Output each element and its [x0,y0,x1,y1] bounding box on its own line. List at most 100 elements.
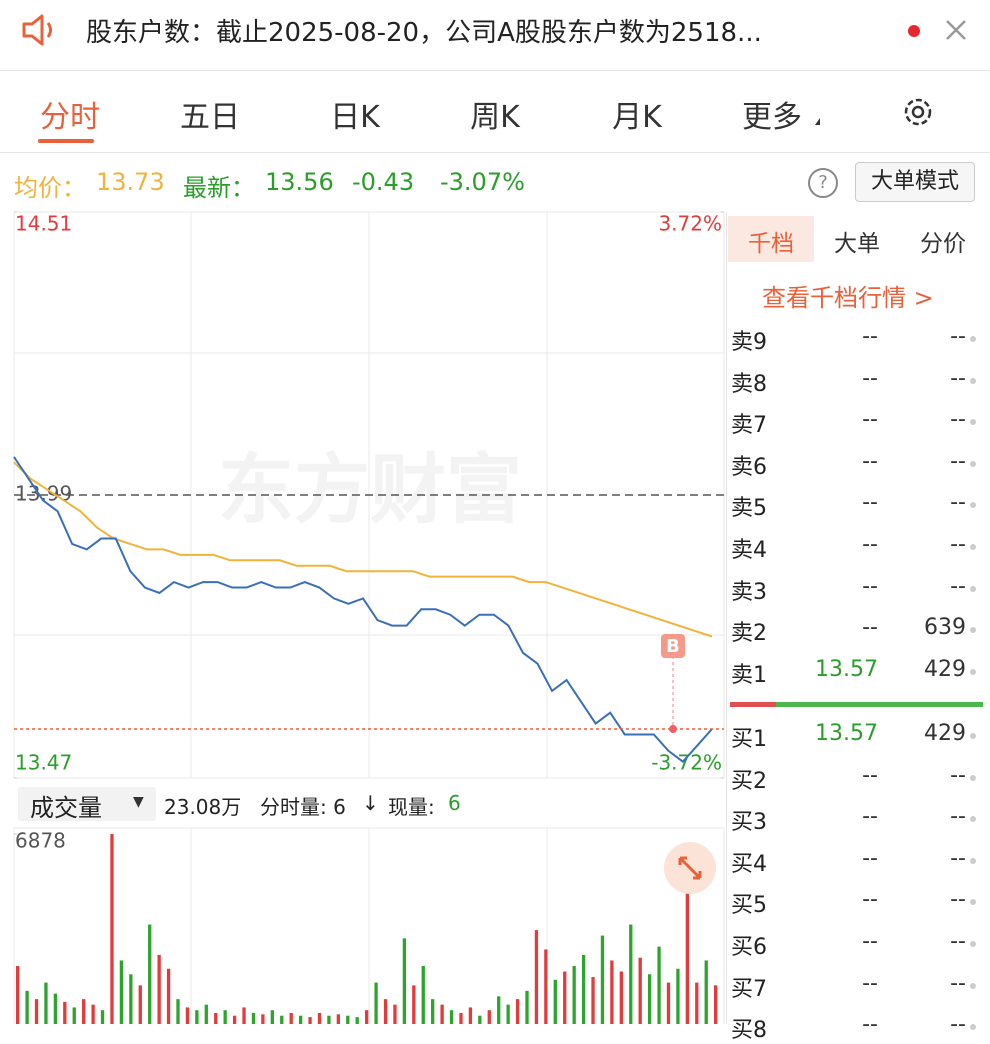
y2-tick-label: 3.72% [658,212,722,236]
volume-bar [195,1010,199,1024]
volume-bar [251,1012,256,1024]
tab[interactable]: 五日 [180,100,240,135]
level-price: -- [862,929,878,954]
level-dot [970,1024,976,1031]
volume-bar [176,999,180,1024]
level-volume: -- [950,970,966,996]
tab[interactable]: 分时 [40,100,100,135]
volume-bar [308,1017,312,1024]
level-label: 买4 [731,851,767,877]
volume-bar [317,1012,322,1024]
volume-bar [657,946,661,1024]
mode-button[interactable]: 大单模式 [855,162,975,202]
volume-bar [506,1004,510,1024]
level-dot [970,460,976,467]
volume-bar [525,990,529,1024]
tab[interactable]: 更多 [742,100,802,135]
level-price: -- [862,407,878,433]
volume-bar [214,1012,218,1024]
volume-bar [487,1010,491,1024]
volume-bar [544,949,548,1024]
volume-bar [232,1015,237,1024]
volume-label[interactable]: 成交量 [30,794,102,822]
level-dot [970,899,976,906]
volume-bar [459,1012,463,1024]
level-volume: 639 [924,615,966,641]
volume-bar [242,1007,246,1024]
level-volume: -- [950,365,966,391]
volume-bar [572,965,576,1024]
level-price: -- [862,845,878,871]
now-volume: 6 [448,791,461,815]
volume-bar [336,1014,341,1024]
tab[interactable]: 日K [330,100,380,135]
volume-bar [100,1010,105,1024]
buy-ratio [776,702,983,707]
help-icon[interactable]: ? [808,168,838,198]
volume-bar [138,985,142,1024]
level-dot [970,733,976,739]
volume-bar [676,968,680,1024]
settings-icon[interactable] [898,92,938,132]
level-price: -- [862,448,878,474]
level-label: 买6 [731,935,767,960]
level-dot [970,585,976,592]
expand-button[interactable] [664,842,716,894]
tab[interactable]: 周K [470,100,520,135]
level-label: 卖7 [731,413,767,439]
volume-select[interactable] [18,787,156,821]
orderbook-tab[interactable]: 千档 [748,231,794,257]
volume-bar [374,982,378,1024]
level-price: -- [862,573,878,599]
marker-badge [661,634,685,658]
volume-bar [63,1001,67,1024]
level-volume: -- [950,929,966,954]
volume-bar [591,977,595,1024]
volume-bar [185,1007,190,1024]
close-button[interactable] [944,18,968,42]
orderbook-link[interactable]: 查看千档行情 > [762,284,934,312]
volume-bar [581,954,586,1024]
marker-label: B [666,636,680,657]
level-dot [970,816,976,823]
level-price: -- [862,532,878,557]
volume-bar [166,968,171,1024]
level-dot [970,627,976,634]
orderbook-tab[interactable]: 分价 [920,231,966,257]
volume-bar [223,1010,227,1024]
volume-bar [714,985,718,1024]
tab-underline [38,139,94,143]
orderbook-tab[interactable]: 大单 [834,231,880,257]
volume-bar [638,957,642,1024]
level-volume: -- [950,804,966,830]
level-volume: -- [950,490,966,516]
notice-text[interactable]: 股东户数：截止2025-08-20，公司A股股东户数为2518... [86,18,762,48]
vol-tick-label: 6878 [15,829,66,853]
volume-bar [327,1015,331,1024]
level-price: -- [862,365,878,391]
tab[interactable]: 月K [612,100,662,135]
level-volume: -- [950,448,966,474]
volume-bar [393,1004,397,1024]
level-price: -- [862,804,878,830]
y-tick-label: 14.51 [15,212,72,236]
volume-bar [270,1010,274,1024]
level-price: -- [862,762,878,788]
level-volume: -- [950,845,966,871]
volume-bar [619,971,623,1024]
divider [726,212,727,1024]
now-label: 现量: [388,795,435,819]
latest-label: 最新： [183,174,255,202]
volume-caret: ▼ [133,794,144,810]
volume-bar [600,935,605,1024]
volume-bar [497,996,501,1024]
down-arrow: ↓ [362,791,379,815]
unread-dot [908,25,920,37]
speaker-icon [22,14,52,46]
level-label: 卖6 [731,454,767,480]
volume-bar [110,834,114,1024]
volume-bar [34,999,39,1024]
level-label: 买2 [731,768,767,794]
